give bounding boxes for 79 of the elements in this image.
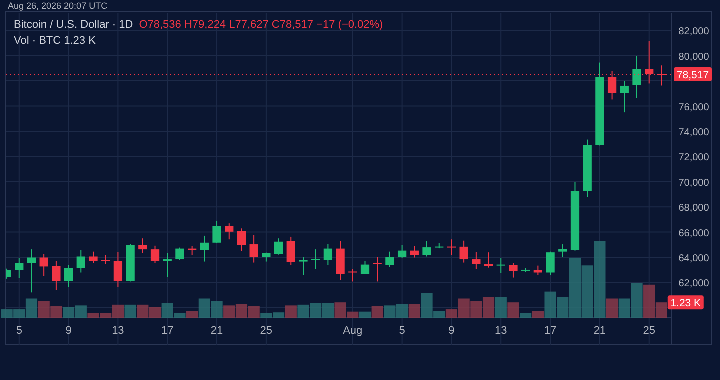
candlestick — [360, 260, 370, 275]
candlestick — [632, 56, 642, 99]
candlestick — [447, 239, 456, 256]
y-tick-label: 68,000 — [678, 203, 710, 214]
x-tick-label: 9 — [66, 325, 72, 337]
candlestick — [114, 252, 123, 288]
bar — [520, 313, 532, 318]
bar — [124, 304, 136, 318]
candlestick — [299, 257, 308, 276]
text: Aug 26, 2026 20:07 UTC — [8, 1, 108, 11]
x-tick-label: 17 — [544, 325, 557, 337]
bar — [606, 298, 618, 318]
bar — [186, 311, 198, 318]
bar — [508, 302, 520, 318]
x-tick-label: Aug — [343, 325, 363, 337]
x-tick-label: 21 — [594, 325, 606, 337]
candlestick — [398, 244, 407, 260]
candlestick — [89, 251, 98, 264]
bar — [372, 306, 384, 318]
candlestick — [150, 245, 160, 264]
candlestick — [76, 250, 86, 274]
text: Bitcoin / U.S. Dollar · 1D — [14, 19, 134, 31]
x-tick-label: 13 — [495, 325, 508, 337]
candlestick — [348, 268, 358, 282]
x-tick-label: 21 — [210, 325, 224, 337]
candlestick — [620, 80, 629, 114]
candlestick — [534, 265, 543, 276]
candlestick — [176, 247, 184, 261]
annotation: Vol · BTC 1.23 K — [14, 35, 97, 47]
bar — [285, 306, 297, 318]
y-tick-label: 74,000 — [678, 127, 710, 138]
text: O78,536 H79,224 L77,627 C78,517 −17 (−0.02%) — [139, 19, 384, 31]
ref-line-label: 78,517 — [676, 70, 710, 82]
candlestick — [496, 258, 506, 274]
y-tick-label: 72,000 — [678, 152, 710, 164]
candlestick — [64, 264, 74, 288]
y-tick-label: 76,000 — [678, 102, 710, 114]
candlestick — [225, 223, 234, 240]
x-tick-label: 5 — [399, 325, 406, 337]
candlestick — [286, 236, 296, 266]
x-tick-label: 9 — [448, 325, 455, 337]
candlestick — [386, 251, 394, 268]
candlestick — [546, 251, 555, 276]
candlestick — [200, 235, 209, 262]
candlestick — [250, 234, 258, 264]
candlestick — [212, 220, 222, 244]
candlestick — [422, 240, 432, 258]
y-tick-label: 80,000 — [678, 52, 710, 63]
candlestick — [472, 252, 481, 270]
y-tick-label: 62,000 — [678, 278, 710, 290]
annotation: 1.23 K — [670, 298, 702, 310]
candlestick — [484, 252, 494, 268]
candlestick — [324, 244, 333, 266]
candlestick — [558, 244, 568, 258]
candlestick — [460, 240, 468, 264]
candlestick — [312, 249, 320, 270]
x-tick-label: 13 — [112, 325, 124, 337]
y-tick-label: 82,000 — [678, 26, 710, 38]
bar — [408, 304, 420, 318]
bar — [532, 311, 544, 318]
y-tick-label: 70,000 — [678, 178, 710, 189]
y-tick-label: 64,000 — [678, 254, 710, 265]
candlestick — [274, 238, 284, 256]
candlestick — [237, 228, 246, 252]
bar — [495, 297, 507, 318]
candlestick — [509, 262, 518, 278]
candlestick — [373, 257, 382, 282]
x-tick-label: 25 — [643, 325, 656, 337]
candlestick — [40, 254, 48, 277]
x-tick-label: 17 — [161, 325, 174, 337]
y-tick-label: 66,000 — [678, 228, 710, 240]
x-tick-label: 25 — [260, 325, 273, 337]
candlestick — [52, 260, 61, 291]
candlestick — [410, 246, 419, 258]
x-tick-label: 5 — [16, 325, 22, 337]
candlestick — [15, 258, 24, 279]
bar — [359, 312, 372, 318]
candlestick — [27, 249, 36, 294]
candlestick — [138, 238, 148, 254]
